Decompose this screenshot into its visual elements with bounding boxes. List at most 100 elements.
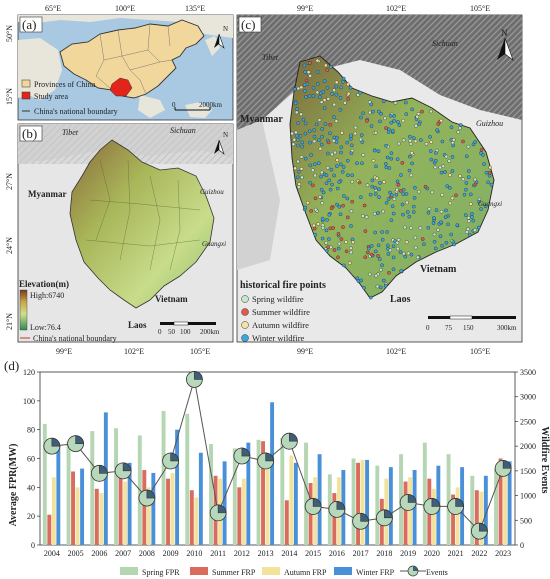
fire-point <box>300 140 304 145</box>
fire-point <box>358 137 363 142</box>
events-marker <box>209 504 227 522</box>
y-tick-label: 40 <box>27 483 35 492</box>
fire-point <box>315 70 320 74</box>
svg-text:0: 0 <box>158 328 162 336</box>
events-marker <box>328 501 346 518</box>
fire-point <box>368 272 372 277</box>
svg-text:N: N <box>501 28 508 38</box>
fire-point <box>379 268 383 272</box>
chart-legend: Spring FPR Summer FRP Autumn FRP Winter FRP… <box>120 565 448 577</box>
svg-text:Sichuan: Sichuan <box>432 39 458 48</box>
fire-point <box>296 143 300 148</box>
fire-point <box>312 139 317 144</box>
fire-point <box>428 135 432 139</box>
fire-point <box>327 237 331 241</box>
fire-point <box>392 197 397 201</box>
svg-text:Guangxi: Guangxi <box>202 240 226 248</box>
fire-point <box>448 186 452 190</box>
fire-point <box>313 162 317 166</box>
fire-point <box>378 181 382 185</box>
fire-point <box>322 79 327 83</box>
svg-text:Guangxi: Guangxi <box>478 200 502 208</box>
north-arrow-icon: N <box>214 131 228 155</box>
fire-point <box>450 196 455 201</box>
fire-point <box>318 95 322 99</box>
fire-point <box>339 162 343 167</box>
bar-winter-frp <box>198 452 203 545</box>
fire-point <box>396 238 401 242</box>
fire-point <box>401 192 406 196</box>
fire-point <box>388 114 393 118</box>
fire-point <box>304 78 309 83</box>
fire-point <box>458 126 462 130</box>
bar-spring-fpr <box>232 448 237 545</box>
fire-point <box>297 182 301 186</box>
fire-point <box>422 242 426 246</box>
fire-point <box>294 110 299 115</box>
x-tick-label: 2015 <box>305 549 321 558</box>
fire-point <box>329 65 333 69</box>
fire-point <box>409 173 413 178</box>
study-area-highlight <box>109 77 133 97</box>
fire-point <box>376 243 381 248</box>
fire-point <box>390 204 395 208</box>
fire-point <box>445 184 449 188</box>
fire-point <box>387 127 391 132</box>
fire-point <box>409 252 414 257</box>
svg-text:135°E: 135°E <box>185 4 205 13</box>
svg-text:Tibet: Tibet <box>262 53 279 62</box>
fire-point <box>466 216 471 220</box>
fire-point <box>467 169 471 173</box>
fire-point <box>359 115 363 120</box>
fire-point <box>389 151 394 155</box>
fire-point <box>393 101 398 105</box>
fire-point <box>373 249 378 254</box>
fire-point <box>296 86 301 91</box>
fire-point <box>353 131 357 136</box>
bar-summer-frp <box>332 493 337 545</box>
fire-point <box>455 223 460 227</box>
fire-point <box>324 181 329 186</box>
x-tick-label: 2009 <box>163 549 179 558</box>
events-marker <box>375 509 393 527</box>
fire-point <box>477 199 481 204</box>
fire-point <box>355 161 359 165</box>
svg-text:100°E: 100°E <box>115 4 135 13</box>
svg-text:0: 0 <box>172 101 176 109</box>
fire-point <box>479 148 484 152</box>
y2-tick-label: 1500 <box>520 467 536 476</box>
fire-point <box>317 161 321 165</box>
fire-point <box>401 118 405 123</box>
fire-point <box>413 185 417 190</box>
fire-point <box>338 108 343 112</box>
fire-point <box>384 162 388 166</box>
fire-point <box>434 151 438 155</box>
fire-point <box>446 214 451 218</box>
fire-point <box>303 121 308 126</box>
fire-point <box>429 140 433 144</box>
fire-point <box>384 126 388 130</box>
y2-tick-label: 500 <box>520 516 532 525</box>
fire-point <box>296 159 300 164</box>
fire-point <box>467 233 472 237</box>
fire-point <box>371 109 375 114</box>
svg-text:Vietnam: Vietnam <box>155 294 188 304</box>
bar-summer-frp <box>94 488 99 545</box>
fire-point <box>298 134 303 138</box>
fire-point <box>337 180 341 184</box>
fire-point <box>384 165 389 170</box>
bar-spring-fpr <box>185 413 190 545</box>
bar-spring-fpr <box>446 454 451 545</box>
fire-point <box>487 170 492 175</box>
fire-point <box>307 129 312 134</box>
y-tick-label: 100 <box>23 397 35 406</box>
fire-point <box>381 209 385 214</box>
fire-point <box>290 131 294 136</box>
fire-point <box>346 215 350 220</box>
bar-autumn-frp <box>289 455 294 545</box>
fire-point <box>292 137 297 142</box>
bar-autumn-frp <box>99 493 104 545</box>
fire-point <box>317 138 321 142</box>
fire-point <box>327 213 332 217</box>
fire-point <box>340 131 344 135</box>
